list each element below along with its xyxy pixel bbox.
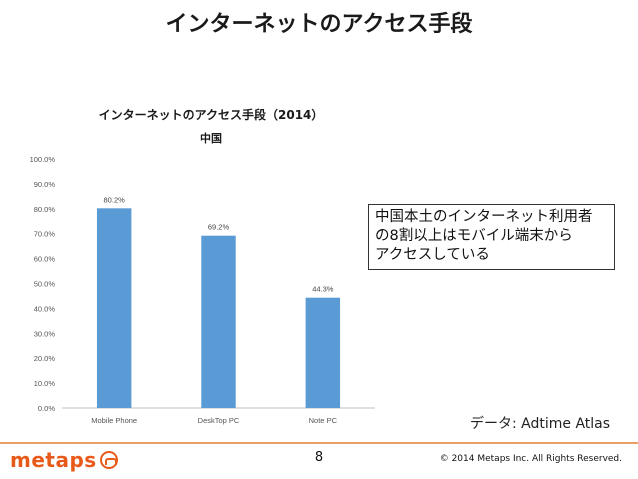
category-label: DeskTop PC — [198, 416, 240, 425]
logo-mark-icon — [99, 451, 118, 469]
bar — [201, 235, 236, 408]
callout-line: の8割以上はモバイル端末から — [375, 228, 573, 244]
category-label: Mobile Phone — [91, 416, 137, 425]
data-label: 80.2% — [104, 195, 126, 204]
chart-subtitle: 中国 — [200, 131, 222, 145]
y-tick-label: 60.0% — [34, 255, 56, 264]
callout-line: 中国本土のインターネット利用者 — [375, 209, 593, 225]
data-label: 69.2% — [208, 223, 230, 232]
chart-title: インターネットのアクセス手段（2014） — [99, 107, 324, 122]
bar-chart: インターネットのアクセス手段（2014） 中国 0.0% 10.0% 20.0% 30.0… — [30, 107, 375, 425]
copyright: © 2014 Metaps Inc. All Rights Reserved. — [439, 454, 622, 464]
data-source: データ: Adtime Atlas — [470, 416, 611, 432]
y-tick-label: 70.0% — [34, 230, 56, 239]
bar — [305, 297, 341, 408]
y-tick-label: 20.0% — [34, 354, 56, 363]
callout-line: アクセスしている — [375, 247, 490, 263]
callout-box: 中国本土のインターネット利用者 の8割以上はモバイル端末から アクセスしている — [368, 204, 615, 270]
page-number: 8 — [314, 450, 324, 465]
logo-text: metaps — [10, 448, 97, 472]
y-tick-label: 80.0% — [34, 205, 56, 214]
y-tick-label: 0.0% — [38, 404, 55, 413]
bar — [96, 208, 132, 408]
data-label: 44.3% — [312, 285, 334, 294]
y-tick-label: 100.0% — [30, 155, 56, 164]
y-tick-label: 90.0% — [34, 180, 56, 189]
metaps-logo: metaps — [10, 448, 118, 472]
slide-title: インターネットのアクセス手段 — [165, 12, 473, 37]
y-tick-label: 10.0% — [34, 379, 56, 388]
y-tick-label: 30.0% — [34, 329, 56, 338]
category-label: Note PC — [309, 416, 338, 425]
y-tick-label: 40.0% — [34, 304, 56, 313]
y-tick-label: 50.0% — [34, 280, 56, 289]
footer-divider — [0, 442, 638, 444]
